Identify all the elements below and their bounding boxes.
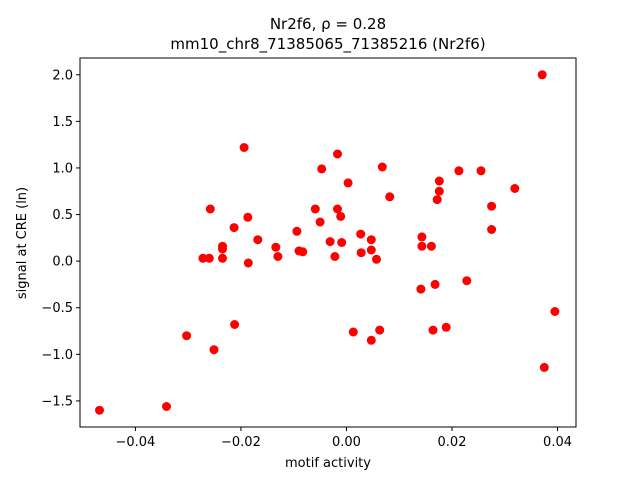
y-tick-label: 0.0: [52, 255, 73, 270]
data-point: [315, 217, 325, 227]
data-point: [95, 405, 104, 415]
y-tick-label: −1.0: [41, 348, 73, 363]
data-point: [218, 241, 227, 251]
data-point: [337, 238, 347, 247]
y-tick-label: −0.5: [41, 301, 73, 316]
data-point: [230, 320, 240, 329]
data-point: [333, 204, 342, 214]
data-point: [205, 204, 215, 214]
x-axis-label: motif activity: [285, 456, 371, 471]
y-axis-label: signal at CRE (ln): [15, 187, 30, 299]
x-tick-label: 0.04: [543, 435, 572, 450]
y-tick-label: 1.5: [52, 115, 73, 130]
data-point: [539, 362, 549, 372]
data-point: [209, 345, 219, 355]
data-point: [243, 258, 253, 268]
data-point: [366, 245, 376, 255]
data-point: [550, 307, 560, 316]
x-tick-label: 0.02: [438, 435, 467, 450]
data-point: [434, 176, 444, 186]
data-point: [317, 164, 327, 174]
data-point: [356, 229, 366, 239]
data-point: [182, 331, 192, 341]
data-point: [417, 232, 427, 242]
x-tick-label: 0.00: [332, 435, 361, 450]
data-point: [454, 166, 464, 176]
x-axis-ticks: −0.04 −0.02 0.00 0.02 0.04: [115, 427, 572, 450]
x-tick-label: −0.04: [115, 435, 155, 450]
y-tick-label: 2.0: [52, 68, 73, 83]
plot-frame: [79, 57, 577, 428]
data-point: [476, 166, 486, 176]
data-point: [243, 212, 253, 222]
data-point: [330, 252, 340, 261]
data-point: [416, 284, 426, 294]
y-tick-label: 1.0: [52, 161, 73, 176]
data-point: [441, 322, 451, 332]
data-point: [239, 143, 249, 152]
data-point: [366, 235, 376, 245]
chart-title-line2: mm10_chr8_71385065_71385216 (Nr2f6): [170, 35, 485, 54]
data-point: [333, 149, 342, 159]
y-tick-label: 0.5: [52, 208, 73, 223]
data-point: [204, 253, 214, 263]
data-point: [510, 184, 520, 193]
data-point: [537, 70, 547, 80]
data-point: [462, 276, 472, 286]
data-point: [426, 241, 436, 251]
data-point: [417, 241, 427, 251]
data-point: [366, 335, 376, 345]
data-point: [343, 178, 353, 188]
data-points: [95, 70, 560, 415]
data-point: [348, 327, 358, 337]
chart-title-line1: Nr2f6, ρ = 0.28: [270, 15, 386, 33]
data-point: [428, 325, 438, 335]
data-point: [434, 186, 444, 196]
data-point: [375, 325, 385, 335]
x-tick-label: −0.02: [221, 435, 261, 450]
y-tick-label: −1.5: [41, 394, 73, 409]
data-point: [325, 237, 335, 247]
data-point: [310, 204, 320, 214]
data-point: [487, 225, 497, 234]
data-point: [229, 223, 239, 233]
data-point: [430, 279, 440, 289]
data-point: [271, 242, 281, 252]
data-point: [198, 253, 208, 263]
data-point: [292, 226, 302, 236]
data-point: [432, 195, 442, 205]
data-point: [385, 192, 395, 202]
data-point: [162, 402, 171, 411]
data-point: [356, 248, 366, 258]
data-point: [253, 235, 263, 245]
data-point: [372, 254, 381, 264]
data-point: [273, 252, 283, 261]
data-point: [377, 162, 387, 172]
data-point: [487, 201, 497, 211]
data-point: [218, 253, 227, 263]
data-point: [336, 211, 346, 221]
y-axis-ticks: −1.5 −1.0 −0.5 0.0 0.5 1.0 1.5 2.0: [41, 68, 80, 409]
data-point: [298, 247, 308, 257]
